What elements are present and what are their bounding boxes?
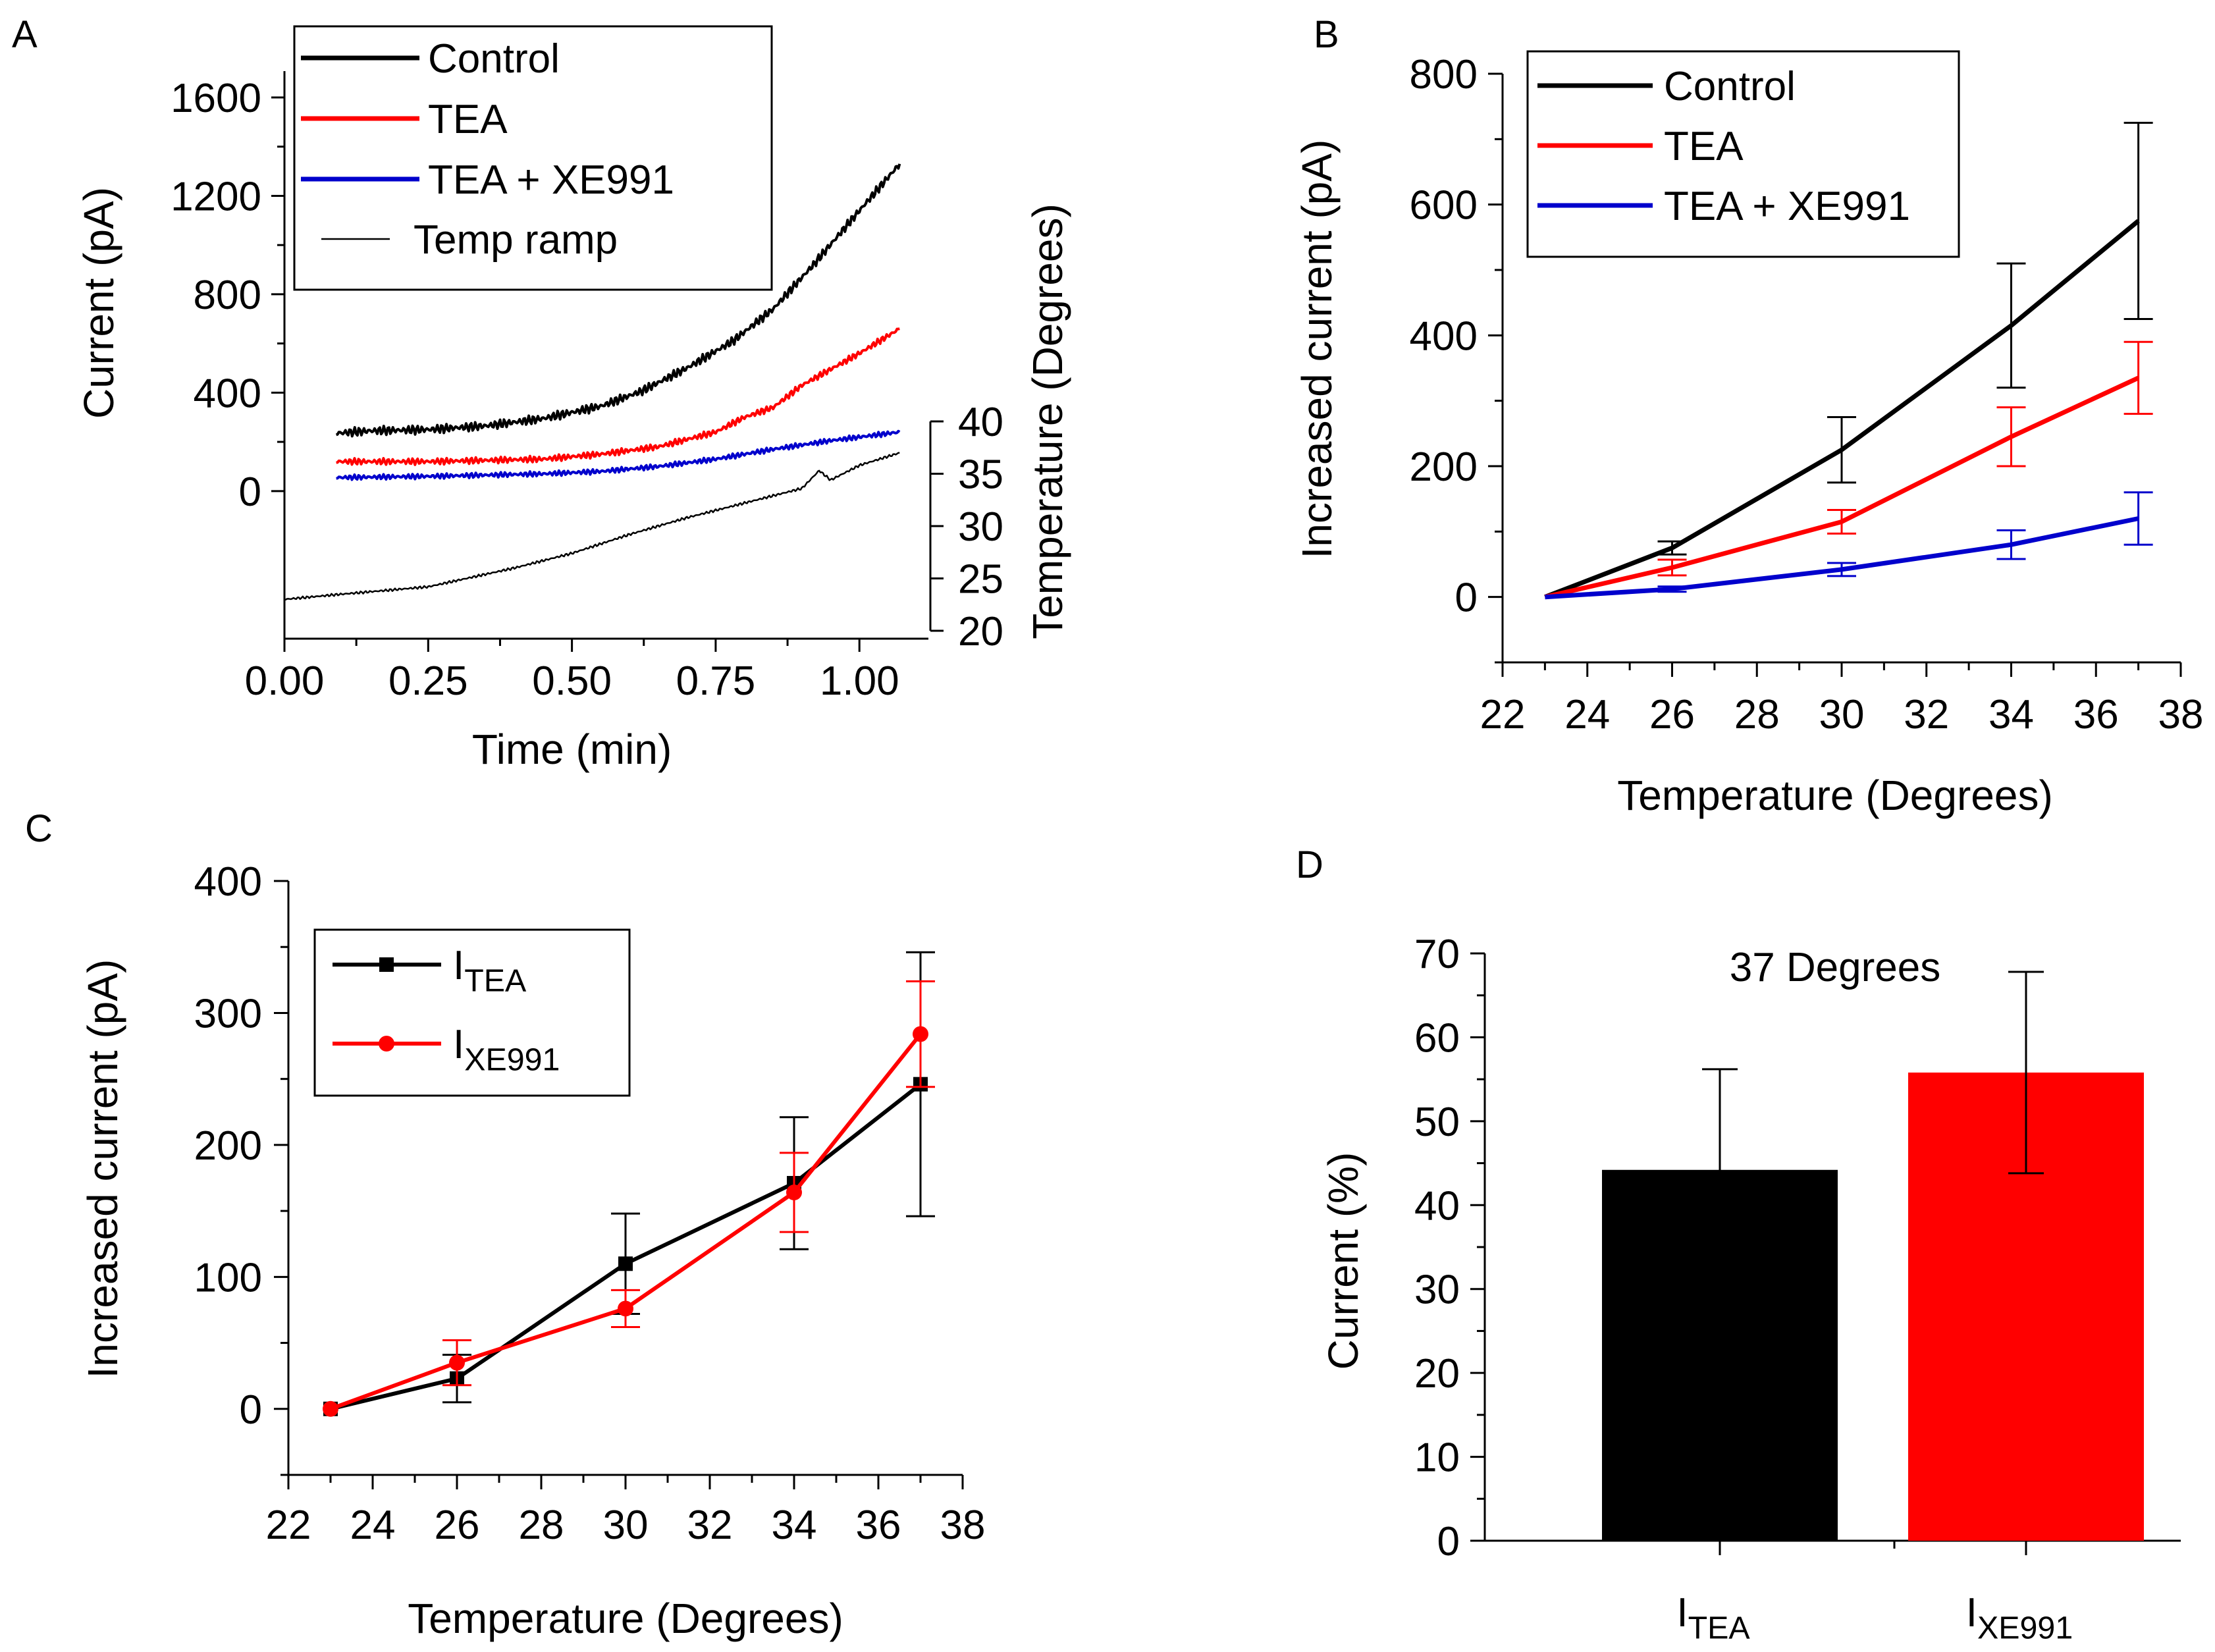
- d-y-tick-label: 10: [1414, 1435, 1460, 1481]
- b-x-tick-label: 28: [1734, 692, 1780, 737]
- a-y-tick-label: 400: [194, 371, 261, 416]
- b-legend-label: Control: [1664, 64, 1796, 109]
- c-y-tick-label: 400: [194, 859, 262, 905]
- c-point-i-xe991: [913, 1026, 928, 1042]
- c-point-i-xe991: [449, 1354, 465, 1371]
- panel-c-chart: 22 24 26 28 30 32 34 36 38 0 100 200 300 400 Increased…: [79, 859, 985, 1642]
- panel-d-chart: 0 10 20 30 40 50 60 70 Current (%) 37 Degrees ITEA…: [1320, 932, 2181, 1646]
- a-series-temp-ramp: [284, 452, 900, 601]
- panel-label-b: B: [1314, 13, 1339, 56]
- b-legend-label: TEA: [1664, 124, 1744, 169]
- a-x-tick-label: 0.75: [676, 658, 756, 704]
- a-y2-tick-label: 35: [958, 452, 1003, 498]
- b-x-tick-label: 24: [1564, 692, 1610, 737]
- b-legend-label: TEA + XE991: [1664, 184, 1910, 229]
- c-y-axis-label: Increased current (pA): [79, 959, 126, 1379]
- a-y-axis-label: Current (pA): [75, 187, 122, 419]
- a-series-tea: [336, 327, 900, 466]
- b-x-tick-label: 22: [1480, 692, 1526, 737]
- b-y-tick-label: 400: [1410, 313, 1478, 359]
- a-series-control: [335, 163, 901, 438]
- a-y2-tick-label: 25: [958, 557, 1003, 602]
- c-point-i-xe991: [786, 1185, 802, 1201]
- b-x-tick-label: 32: [1904, 692, 1949, 737]
- b-x-tick-label: 38: [2158, 692, 2204, 737]
- d-y-tick-label: 30: [1414, 1267, 1460, 1313]
- d-y-tick-label: 20: [1414, 1351, 1460, 1397]
- c-point-i-xe991: [323, 1400, 338, 1417]
- a-y2-tick-label: 30: [958, 504, 1003, 550]
- panel-b-chart: 22 24 26 28 30 32 34 36 38 0 200 400 600 800 Increased…: [1293, 50, 2204, 819]
- a-y2-tick-label: 40: [958, 400, 1003, 445]
- d-x-tick-label: ITEA: [1676, 1590, 1750, 1646]
- c-legend-box: [313, 928, 631, 1097]
- b-y-tick-label: 200: [1410, 444, 1478, 490]
- b-x-tick-label: 26: [1649, 692, 1695, 737]
- a-x-tick-label: 0.25: [388, 658, 468, 704]
- a-y-tick-label: 1200: [171, 174, 261, 219]
- c-legend-label: IXE991: [453, 1022, 560, 1078]
- a-legend-label: TEA + XE991: [428, 157, 674, 203]
- d-x-tick-label: IXE991: [1966, 1590, 2073, 1646]
- a-legend-label: Temp ramp: [414, 217, 618, 263]
- c-y-tick-label: 0: [240, 1387, 262, 1433]
- b-series-control: [1544, 219, 2140, 599]
- a-x-tick-label: 0.00: [245, 658, 325, 704]
- c-x-tick-label: 36: [856, 1503, 901, 1548]
- a-y2-tick-label: 20: [958, 609, 1003, 654]
- d-y-tick-label: 60: [1414, 1015, 1460, 1061]
- panel-label-c: C: [25, 807, 53, 850]
- c-x-tick-label: 26: [435, 1503, 480, 1548]
- b-x-tick-label: 30: [1819, 692, 1865, 737]
- a-y-tick-label: 800: [194, 273, 261, 318]
- c-y-tick-label: 300: [194, 991, 262, 1036]
- a-y-tick-label: 0: [239, 469, 261, 515]
- c-legend-marker: [379, 1036, 394, 1052]
- c-x-tick-label: 22: [266, 1503, 311, 1548]
- c-y-tick-label: 100: [194, 1255, 262, 1300]
- a-series-tea-xe991: [336, 429, 901, 481]
- b-y-tick-label: 800: [1410, 52, 1478, 97]
- c-x-tick-label: 24: [350, 1503, 396, 1548]
- b-y-tick-label: 600: [1410, 183, 1478, 228]
- a-legend-label: TEA: [428, 97, 508, 142]
- c-x-tick-label: 30: [603, 1503, 649, 1548]
- a-x-tick-label: 1.00: [820, 658, 899, 704]
- c-point-i-xe991: [618, 1300, 633, 1317]
- b-x-tick-label: 36: [2073, 692, 2119, 737]
- a-y-tick-label: 1600: [171, 76, 261, 121]
- d-y-tick-label: 40: [1414, 1183, 1460, 1229]
- b-y-tick-label: 0: [1455, 575, 1478, 621]
- c-x-axis-label: Temperature (Degrees): [408, 1595, 843, 1642]
- a-legend-label: Control: [428, 36, 560, 82]
- c-x-tick-label: 32: [687, 1503, 733, 1548]
- a-legend-box: [293, 25, 773, 291]
- c-x-tick-label: 38: [940, 1503, 986, 1548]
- d-y-tick-label: 50: [1414, 1100, 1460, 1145]
- b-x-tick-label: 34: [1988, 692, 2034, 737]
- a-y2-axis-label: Temperature (Degrees): [1024, 203, 1071, 639]
- panel-a-chart: 0.00 0.25 0.50 0.75 1.00 0 400 800 1200 1600 Curre…: [75, 25, 1071, 773]
- d-chart-title: 37 Degrees: [1730, 945, 1941, 990]
- d-y-tick-label: 0: [1437, 1519, 1460, 1564]
- d-y-tick-label: 70: [1414, 932, 1460, 977]
- a-x-tick-label: 0.50: [532, 658, 612, 704]
- c-x-tick-label: 28: [519, 1503, 564, 1548]
- c-legend-marker: [379, 957, 394, 972]
- c-legend-label: ITEA: [453, 943, 527, 999]
- b-x-axis-label: Temperature (Degrees): [1617, 772, 2053, 819]
- b-y-axis-label: Increased current (pA): [1293, 140, 1341, 559]
- a-x-axis-label: Time (min): [472, 726, 672, 773]
- c-point-i-tea: [618, 1256, 633, 1271]
- c-x-tick-label: 34: [772, 1503, 817, 1548]
- d-y-axis-label: Current (%): [1320, 1152, 1367, 1370]
- panel-label-a: A: [12, 13, 38, 56]
- c-y-tick-label: 200: [194, 1123, 262, 1169]
- panel-label-d: D: [1296, 843, 1323, 886]
